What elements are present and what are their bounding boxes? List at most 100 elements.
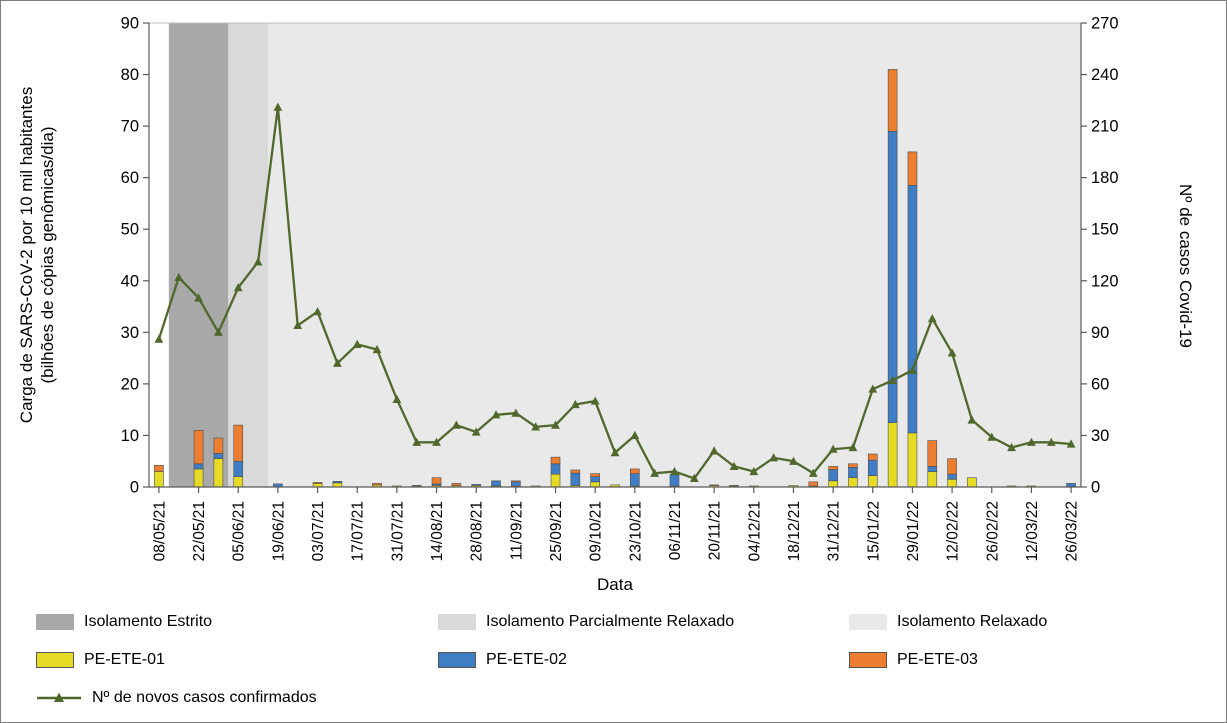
right-axis-tick-label: 240	[1091, 66, 1119, 84]
x-axis-tick-label: 11/09/21	[508, 501, 525, 560]
bar-segment-PE-ETE-03	[372, 483, 382, 486]
bar-segment-PE-ETE-03	[729, 485, 739, 487]
line-marker	[927, 313, 937, 323]
bar-segment-PE-ETE-01	[590, 481, 600, 488]
x-axis-title: Data	[597, 575, 633, 594]
left-axis-tick-label: 40	[121, 272, 139, 290]
left-axis-tick-label: 80	[121, 66, 139, 84]
bar-swatch-ete01	[36, 652, 74, 668]
bar-segment-PE-ETE-01	[907, 432, 918, 488]
line-marker	[194, 293, 203, 302]
bar-segment-PE-ETE-02	[193, 463, 204, 470]
line-marker	[729, 461, 739, 470]
bar-segment-PE-ETE-03	[312, 482, 323, 484]
chart-plot-area: 0 10 20 30 40 50 60 70 80 90 0 30 60 90 120 150 180 210 24…	[121, 15, 1119, 562]
bar-segment-PE-ETE-03	[451, 483, 462, 486]
bar-segment-PE-ETE-03	[511, 480, 521, 483]
line-marker	[689, 473, 699, 483]
x-axis-tick-label: 09/10/21	[588, 501, 605, 561]
x-axis-tick-label: 12/03/22	[1024, 501, 1041, 561]
line-marker	[471, 427, 481, 436]
line-marker	[1046, 437, 1056, 446]
x-axis-tick-label: 26/02/22	[984, 501, 1001, 561]
bar-segment-PE-ETE-01	[550, 473, 561, 488]
legend-label: Isolamento Estrito	[84, 613, 213, 630]
bar-segment-PE-ETE-02	[947, 473, 957, 480]
left-axis-tick-label: 30	[121, 324, 139, 342]
left-axis-tick-label: 20	[121, 375, 139, 393]
line-marker	[332, 358, 342, 367]
line-marker	[570, 399, 580, 409]
x-axis-tick-label: 08/05/21	[151, 501, 168, 561]
right-axis-tick-label: 0	[1091, 479, 1100, 497]
x-axis-tick-label: 23/10/21	[627, 501, 644, 561]
line-marker	[1007, 442, 1016, 452]
bar-segment-PE-ETE-03	[947, 458, 957, 475]
legend-label: Nº de novos casos confirmados	[92, 689, 317, 706]
x-axis-tick-label: 04/12/21	[746, 501, 763, 561]
line-marker	[908, 365, 917, 374]
left-axis-tick-label: 10	[121, 427, 139, 445]
x-axis-tick-label: 26/03/22	[1064, 501, 1081, 561]
right-axis-tick-label: 180	[1091, 169, 1119, 187]
legend-item-pe-ete-01: PE-ETE-01	[36, 649, 165, 671]
x-axis-tick-label: 17/07/21	[350, 501, 367, 561]
bar-swatch-ete02	[438, 652, 476, 668]
bar-segment-PE-ETE-03	[927, 440, 938, 467]
bar-segment-PE-ETE-03	[808, 481, 819, 487]
line-marker	[174, 272, 184, 281]
zone-swatch-relaxado	[849, 614, 887, 630]
bar-segment-PE-ETE-02	[471, 484, 481, 486]
line-marker	[551, 420, 560, 429]
bar-segment-PE-ETE-01	[233, 476, 244, 488]
zone-Isolamento Relaxado	[267, 23, 1081, 487]
left-axis-tick-label: 0	[130, 479, 139, 497]
line-marker	[154, 334, 164, 343]
bar-segment-PE-ETE-01	[927, 471, 938, 488]
bar-segment-PE-ETE-02	[213, 453, 224, 459]
line-marker	[352, 339, 362, 348]
zone-swatch-estrito	[36, 614, 74, 630]
x-axis-tick-label: 12/02/22	[945, 501, 962, 561]
line-marker	[947, 348, 957, 357]
line-marker	[749, 466, 759, 476]
x-axis-tick-label: 05/06/21	[231, 501, 248, 561]
x-axis-tick-label: 31/12/21	[826, 501, 843, 561]
legend-item-pe-ete-03: PE-ETE-03	[849, 649, 978, 671]
bar-segment-PE-ETE-02	[828, 469, 838, 482]
bar-segment-PE-ETE-02	[669, 474, 680, 487]
bar-segment-PE-ETE-02	[511, 481, 521, 487]
bar-segment-PE-ETE-03	[193, 429, 204, 465]
line-marker	[1027, 437, 1036, 446]
bar-segment-PE-ETE-03	[828, 466, 838, 470]
line-marker	[967, 415, 977, 424]
line-marker	[848, 442, 858, 452]
line-marker	[412, 437, 422, 446]
bar-segment-PE-ETE-02	[927, 466, 938, 472]
x-axis-tick-label: 28/08/21	[469, 501, 486, 561]
bar-segment-PE-ETE-01	[848, 477, 858, 488]
bar-segment-PE-ETE-01	[867, 475, 878, 488]
bar-segment-PE-ETE-03	[887, 69, 898, 132]
line-marker	[769, 453, 779, 462]
bar-segment-PE-ETE-02	[630, 473, 640, 487]
left-axis-tick-label: 50	[121, 221, 139, 239]
line-marker	[828, 444, 838, 453]
bar-segment-PE-ETE-03	[867, 453, 878, 461]
x-axis-tick-label: 19/06/21	[270, 501, 287, 561]
bar-segment-PE-ETE-03	[709, 484, 719, 486]
left-axis-tick-label: 70	[121, 118, 139, 136]
line-marker	[253, 257, 263, 266]
x-axis-tick-label: 18/12/21	[786, 501, 803, 561]
line-marker	[590, 396, 600, 405]
legend-item-isolamento-estrito: Isolamento Estrito	[36, 611, 212, 633]
x-axis-tick-label: 31/07/21	[389, 501, 406, 561]
legend-item-novos-casos: Nº de novos casos confirmados	[36, 687, 317, 709]
x-axis-tick-label: 20/11/21	[707, 501, 724, 560]
line-marker	[392, 394, 402, 403]
bar-swatch-ete03	[849, 652, 887, 668]
line-marker	[868, 384, 878, 393]
bar-segment-PE-ETE-02	[550, 463, 561, 475]
right-axis-tick-label: 150	[1091, 221, 1119, 239]
legend-label: PE-ETE-03	[897, 651, 978, 668]
